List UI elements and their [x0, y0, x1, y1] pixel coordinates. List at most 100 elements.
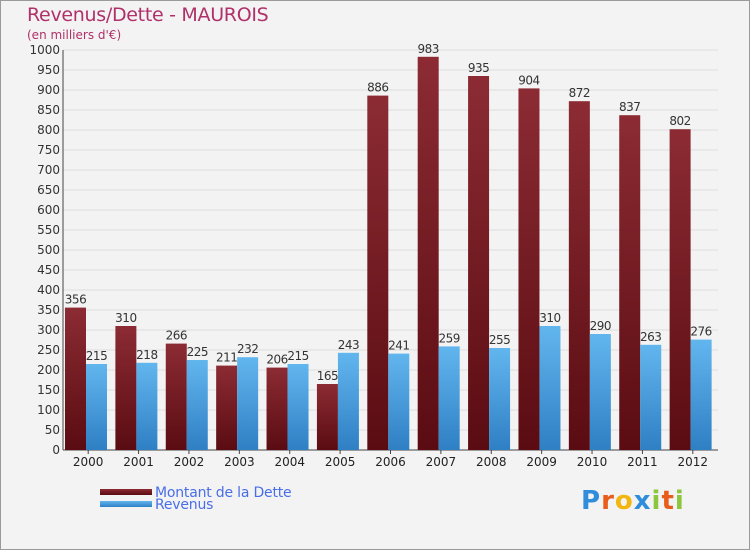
legend-swatch-revenue	[100, 501, 152, 507]
y-tick-label: 100	[37, 403, 60, 417]
y-tick-label: 900	[37, 83, 60, 97]
x-tick-label: 2002	[174, 455, 205, 469]
revenue-bar	[337, 352, 359, 450]
logo-letter: i	[651, 486, 662, 516]
y-tick-label: 500	[37, 243, 60, 257]
revenue-bar	[237, 357, 259, 450]
debt-value-label: 904	[518, 73, 539, 87]
y-tick-label: 750	[37, 143, 60, 157]
logo-letter: x	[633, 486, 652, 516]
y-tick-label: 800	[37, 123, 60, 137]
debt-bar	[468, 76, 490, 450]
revenue-value-label: 259	[438, 331, 459, 345]
logo-letter: r	[601, 486, 615, 516]
x-tick-label: 2003	[224, 455, 255, 469]
x-tick-label: 2000	[73, 455, 104, 469]
debt-value-label: 802	[669, 114, 690, 128]
revenue-value-label: 243	[338, 338, 359, 352]
y-tick-label: 250	[37, 343, 60, 357]
debt-value-label: 872	[569, 86, 590, 100]
x-tick-label: 2010	[577, 455, 608, 469]
logo-letter: t	[661, 486, 675, 516]
revenue-value-label: 263	[640, 330, 661, 344]
debt-bar	[266, 367, 288, 450]
x-tick-label: 2008	[476, 455, 507, 469]
y-tick-label: 1000	[29, 43, 60, 57]
debt-bar	[568, 101, 590, 450]
debt-value-label: 310	[115, 311, 136, 325]
debt-value-label: 356	[65, 293, 86, 307]
revenue-bar	[589, 334, 611, 450]
y-tick-label: 400	[37, 283, 60, 297]
debt-value-label: 837	[619, 100, 640, 114]
debt-bar	[367, 95, 389, 450]
revenue-value-label: 218	[136, 348, 157, 362]
y-tick-label: 150	[37, 383, 60, 397]
x-tick-label: 2005	[325, 455, 356, 469]
debt-value-label: 211	[216, 351, 237, 365]
y-tick-label: 300	[37, 323, 60, 337]
chart-unit-subtitle: (en milliers d'€)	[27, 28, 122, 42]
revenue-value-label: 232	[237, 342, 258, 356]
debt-value-label: 983	[417, 42, 438, 56]
legend-label-debt: Montant de la Dette	[155, 485, 292, 501]
x-tick-label: 2007	[426, 455, 457, 469]
y-tick-label: 350	[37, 303, 60, 317]
debt-bar	[518, 88, 540, 451]
y-tick-label: 450	[37, 263, 60, 277]
y-tick-label: 600	[37, 203, 60, 217]
revenue-value-label: 255	[489, 333, 510, 347]
x-tick-label: 2012	[678, 455, 709, 469]
debt-value-label: 935	[468, 61, 489, 75]
debt-bar	[619, 115, 641, 450]
proxiti-logo: Proxiti	[581, 486, 685, 516]
revenue-value-label: 215	[86, 349, 107, 363]
logo-letter: i	[674, 486, 685, 516]
debt-bar	[65, 307, 86, 450]
revenue-bar	[539, 326, 561, 450]
revenue-bar	[640, 344, 662, 450]
y-tick-label: 700	[37, 163, 60, 177]
revenue-bar	[186, 360, 208, 450]
revenue-value-label: 215	[287, 349, 308, 363]
debt-bar	[316, 384, 338, 450]
debt-bar	[216, 365, 238, 450]
y-tick-label: 50	[45, 423, 60, 437]
revenue-value-label: 310	[539, 311, 560, 325]
revenue-bar	[136, 362, 158, 450]
debt-value-label: 886	[367, 81, 388, 95]
x-tick-label: 2004	[274, 455, 305, 469]
y-tick-label: 200	[37, 363, 60, 377]
revenue-value-label: 225	[187, 345, 208, 359]
x-tick-label: 2009	[526, 455, 557, 469]
x-tick-label: 2006	[375, 455, 406, 469]
revenue-bar	[388, 353, 410, 450]
debt-value-label: 165	[317, 369, 338, 383]
x-tick-label: 2001	[123, 455, 154, 469]
debt-bar	[115, 326, 137, 450]
y-tick-label: 850	[37, 103, 60, 117]
chart-title: Revenus/Dette - MAUROIS	[27, 4, 269, 26]
legend-swatch-debt	[100, 489, 152, 495]
revenue-value-label: 290	[590, 319, 611, 333]
debt-bar	[417, 56, 439, 451]
debt-bar	[165, 343, 187, 450]
revenue-bar	[438, 346, 460, 450]
revenue-bar	[86, 364, 107, 450]
y-tick-label: 550	[37, 223, 60, 237]
revenue-bar	[489, 348, 511, 450]
revenue-value-label: 241	[388, 339, 409, 353]
y-tick-label: 950	[37, 63, 60, 77]
revenue-bar	[287, 364, 309, 450]
y-tick-label: 0	[52, 443, 60, 457]
revenue-bar	[690, 339, 712, 450]
debt-value-label: 206	[266, 353, 287, 367]
debt-bar	[669, 129, 691, 450]
logo-letter: o	[614, 486, 634, 516]
revenue-value-label: 276	[690, 325, 711, 339]
logo-letter: P	[581, 486, 602, 516]
y-tick-label: 650	[37, 183, 60, 197]
legend-label-revenue: Revenus	[155, 497, 214, 513]
debt-value-label: 266	[166, 329, 187, 343]
